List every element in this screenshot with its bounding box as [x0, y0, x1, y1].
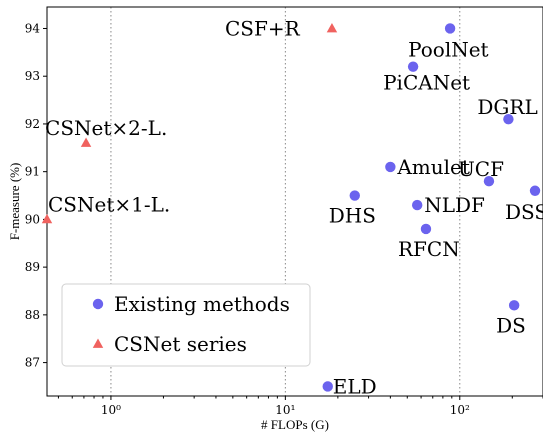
y-tick-label: 88 — [25, 308, 40, 322]
legend: Existing methods CSNet series — [61, 283, 311, 367]
data-point-nldf — [411, 199, 423, 211]
y-tick-label: 90 — [25, 212, 40, 226]
legend-marker-circle — [92, 298, 104, 310]
data-points — [41, 22, 541, 392]
x-tick-label: 10¹ — [275, 403, 295, 417]
data-point-csnet-1-l- — [41, 213, 53, 224]
annotation-csf-r: CSF+R — [225, 16, 301, 40]
x-axis-ticks: 10⁰ 10¹ 10² — [57, 396, 543, 417]
annotation-csnet-1-l-: CSNet×1-L. — [48, 192, 170, 216]
data-point-csnet-2-l- — [80, 137, 92, 147]
y-tick-label: 94 — [25, 21, 41, 35]
annotation-csnet-2-l-: CSNet×2-L. — [45, 116, 167, 140]
legend-label: Existing methods — [114, 292, 290, 316]
y-tick-label: 89 — [25, 260, 40, 274]
annotation-eld: ELD — [333, 374, 377, 398]
annotation-dhs: DHS — [329, 204, 376, 228]
legend-marker-triangle — [92, 338, 104, 348]
data-point-eld — [322, 381, 333, 392]
y-tick-label: 92 — [25, 117, 40, 131]
data-point-poolnet — [444, 23, 456, 34]
y-tick-label: 87 — [25, 356, 40, 370]
data-point-csf-r — [326, 22, 338, 33]
data-point-rfcn — [420, 223, 432, 235]
annotation-picanet: PiCANet — [383, 71, 470, 95]
plot-frame — [46, 6, 543, 397]
x-tick-label: 10² — [450, 403, 470, 417]
annotation-rfcn: RFCN — [398, 237, 460, 261]
annotation-ds: DS — [496, 313, 526, 337]
data-point-picanet — [407, 61, 419, 72]
x-axis-label: # FLOPs (G) — [261, 417, 329, 432]
annotation-amulet: Amulet — [396, 155, 470, 179]
annotation-dgrl: DGRL — [477, 95, 537, 119]
annotation-poolnet: PoolNet — [408, 37, 489, 61]
annotation-ucf: UCF — [458, 157, 504, 181]
y-axis-label: F-measure (%) — [7, 163, 22, 241]
data-point-amulet — [385, 161, 396, 173]
data-point-ucf — [483, 176, 495, 187]
y-tick-label: 93 — [25, 69, 40, 83]
legend-box — [61, 283, 311, 367]
legend-label: CSNet series — [114, 332, 247, 356]
data-point-dgrl — [503, 113, 514, 125]
data-point-dss — [529, 185, 541, 196]
y-axis-ticks: 87 88 89 90 91 92 93 94 — [25, 21, 47, 370]
y-tick-label: 91 — [25, 165, 40, 179]
annotation-nldf: NLDF — [424, 193, 485, 217]
annotation-dss: DSS — [505, 200, 543, 224]
data-point-dhs — [349, 190, 360, 201]
x-tick-label: 10⁰ — [101, 403, 121, 417]
data-point-ds — [508, 300, 520, 311]
